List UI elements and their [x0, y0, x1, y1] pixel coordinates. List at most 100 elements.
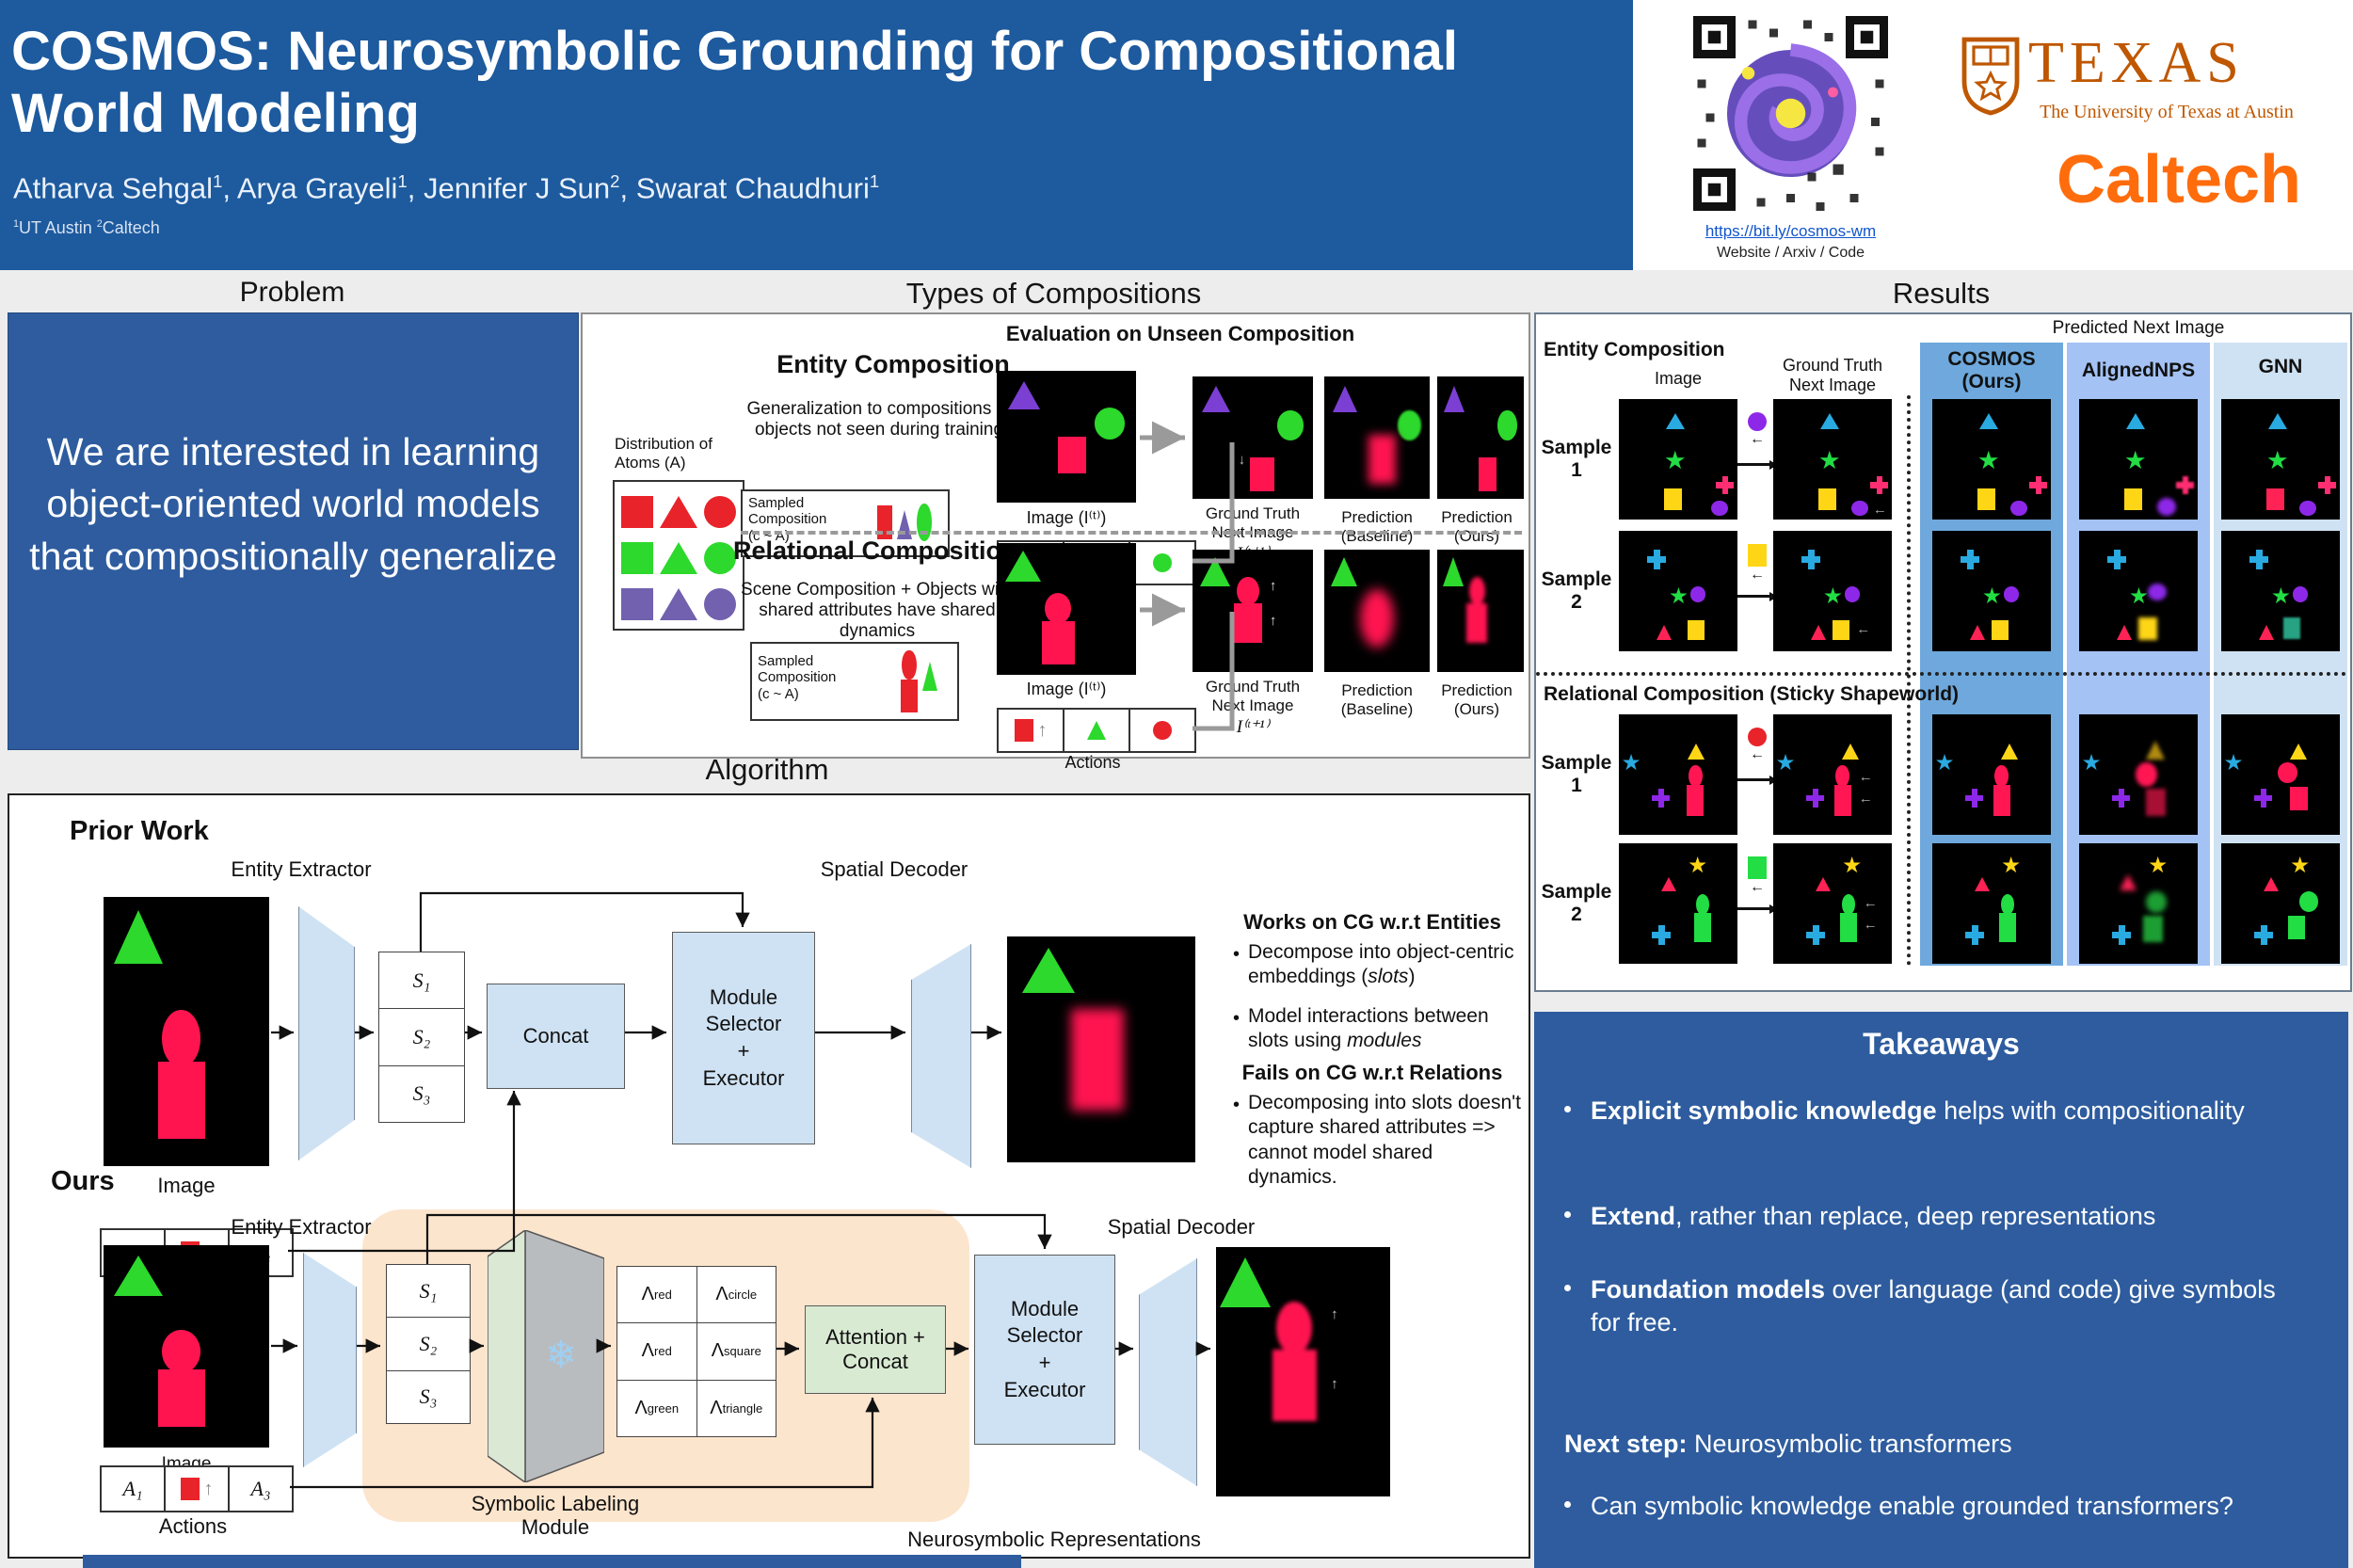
relational-ours-label: Prediction (Ours)	[1441, 681, 1513, 718]
qr-code	[1685, 8, 1897, 219]
result-cosmos: ★	[1932, 399, 2051, 520]
prior-input-image	[104, 897, 269, 1166]
result-aligned: ★	[2079, 714, 2198, 835]
symbolic-module-label: Symbolic Labeling Module	[471, 1492, 640, 1540]
col-image-label: Image	[1654, 369, 1703, 388]
ours-heading: Ours	[51, 1166, 115, 1196]
sampled-composition-relational: Sampled Composition (c ~ A)	[750, 642, 959, 721]
takeaway-bullet: Explicit symbolic knowledge helps with c…	[1564, 1095, 2278, 1128]
relational-desc: Scene Composition + Objects with shared a…	[741, 580, 1014, 641]
result-gnn: ★	[2221, 531, 2340, 651]
prior-work-heading: Prior Work	[70, 816, 209, 846]
atoms-label: Distribution of Atoms (A)	[615, 435, 712, 472]
takeaways-header: Takeaways	[1863, 1027, 2020, 1061]
ours-actions-label: Actions	[158, 1514, 228, 1538]
qr-link[interactable]: https://bit.ly/cosmos-wm	[1705, 222, 1877, 240]
sample-label: Sample 2	[1541, 881, 1612, 926]
relational-image	[997, 543, 1136, 675]
fails-cg-heading: Fails on CG w.r.t Relations	[1241, 1061, 1503, 1084]
texas-logo: TEXAS	[2028, 31, 2245, 95]
action-chip: ←	[1745, 544, 1769, 593]
neuro-repr-label: Neurosymbolic Representations	[907, 1528, 1201, 1551]
relational-baseline-image	[1324, 550, 1430, 672]
takeaway-bullet: Extend, rather than replace, deep repres…	[1564, 1200, 2325, 1233]
result-image: ★	[1619, 714, 1737, 835]
ours-slots: S₁ S₂ S₃	[386, 1264, 471, 1424]
cg-bullet: Decompose into object-centric embeddings…	[1248, 941, 1514, 988]
ours-output-image: ↑ ↑	[1216, 1247, 1390, 1496]
action-chip: ←	[1745, 856, 1769, 905]
takeaway-bullet: Foundation models over language (and cod…	[1564, 1273, 2278, 1338]
results-panel: Predicted Next Image Entity Composition …	[1534, 312, 2352, 992]
prior-module-box: Module Selector + Executor	[672, 932, 815, 1144]
takeaway-bullet: Can symbolic knowledge enable grounded t…	[1564, 1490, 2278, 1523]
result-gnn: ★	[2221, 714, 2340, 835]
result-aligned: ★	[2079, 531, 2198, 651]
relational-image-label: Image (I⁽ᵗ⁾)	[1026, 680, 1107, 698]
results-entity-label: Entity Composition	[1544, 339, 1725, 360]
entity-image	[997, 371, 1136, 503]
problem-header: Problem	[239, 277, 345, 308]
symbolic-labeling-module: ❄	[488, 1230, 604, 1482]
prior-slots: S₁ S₂ S₃	[378, 952, 465, 1123]
entity-ours-image	[1437, 376, 1524, 499]
prior-decoder	[911, 944, 971, 1168]
relational-actions-label: Actions	[1064, 753, 1121, 772]
algorithm-panel: Prior Work Entity Extractor Image S₁ S₂ S₃…	[8, 793, 1530, 1559]
cg-bullet: Model interactions between slots using m…	[1248, 1005, 1489, 1052]
ours-encoder	[303, 1253, 357, 1467]
ours-module-box: Module Selector + Executor	[974, 1255, 1115, 1445]
ours-input-image	[104, 1245, 269, 1448]
poster-title: COSMOS: Neurosymbolic Grounding for Comp…	[11, 21, 1459, 144]
entity-ours-label: Prediction (Ours)	[1441, 508, 1513, 545]
footer-bar	[83, 1555, 1021, 1568]
texas-logo-subtitle: The University of Texas at Austin	[2040, 102, 2294, 122]
sampled-composition-entity: Sampled Composition (c ~ A)	[741, 489, 950, 557]
cg-bullet: Decomposing into slots doesn't capture s…	[1248, 1092, 1522, 1188]
prior-image-label: Image	[157, 1174, 216, 1197]
next-step-line: Next step: Neurosymbolic transformers	[1564, 1430, 2012, 1458]
result-cosmos: ★	[1932, 843, 2051, 964]
result-image: ★	[1619, 843, 1737, 964]
types-panel: Evaluation on Unseen Composition Entity …	[581, 312, 1530, 772]
sample-label: Sample 1	[1541, 752, 1612, 797]
entity-desc: Generalization to compositions of objects…	[746, 399, 1012, 440]
result-aligned: ★	[2079, 399, 2198, 520]
result-gt: ★ ←	[1773, 531, 1892, 651]
relational-baseline-label: Prediction (Baseline)	[1340, 681, 1414, 718]
predicted-next-image-label: Predicted Next Image	[2052, 318, 2225, 338]
ours-decoder	[1139, 1258, 1197, 1486]
attention-concat-box: Attention + Concat	[805, 1305, 946, 1394]
result-gnn: ★	[2221, 399, 2340, 520]
entity-heading: Entity Composition	[776, 350, 1010, 378]
qr-caption: Website / Arxiv / Code	[1716, 245, 1865, 261]
results-divider-vertical	[1907, 395, 1911, 966]
relational-ours-image	[1437, 550, 1524, 672]
sample-label: Sample 2	[1541, 568, 1612, 614]
eval-heading: Evaluation on Unseen Composition	[1005, 322, 1355, 345]
problem-statement: We are interested in learning object-ori…	[29, 430, 557, 578]
texas-shield-icon	[1961, 37, 2020, 116]
entity-baseline-image	[1324, 376, 1430, 499]
col-cosmos-label: COSMOS (Ours)	[1947, 348, 2036, 393]
action-chip: ←	[1745, 728, 1769, 776]
algorithm-header: Algorithm	[705, 753, 829, 786]
entity-image-label: Image (I⁽ᵗ⁾)	[1026, 508, 1107, 527]
header-banner: COSMOS: Neurosymbolic Grounding for Comp…	[0, 0, 1633, 270]
result-cosmos: ★	[1932, 531, 2051, 651]
caltech-logo: Caltech	[2056, 142, 2302, 217]
result-aligned: ★	[2079, 843, 2198, 964]
prior-concat-box: Concat	[487, 984, 625, 1089]
snowflake-icon: ❄	[545, 1335, 577, 1376]
action-chip: ←	[1745, 412, 1769, 461]
results-divider-horizontal	[1536, 672, 2346, 676]
affiliations: 1UT Austin 2Caltech	[13, 218, 160, 237]
result-gt: ★ ←	[1773, 399, 1892, 520]
header-right: https://bit.ly/cosmos-wm Website / Arxiv…	[1633, 0, 2353, 270]
problem-panel: We are interested in learning object-ori…	[8, 312, 579, 750]
authors: Atharva Sehgal1, Arya Grayeli1, Jennifer…	[13, 171, 880, 205]
result-image: ★	[1619, 399, 1737, 520]
results-header: Results	[1892, 277, 1991, 310]
